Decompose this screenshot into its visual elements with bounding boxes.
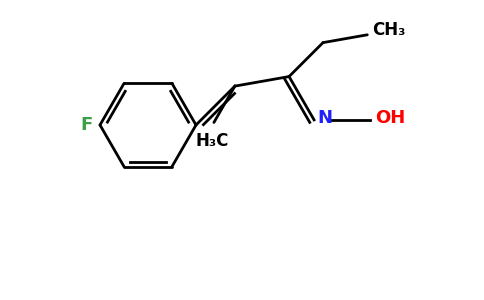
Text: N: N [317,109,332,127]
Text: H₃C: H₃C [195,133,228,151]
Text: F: F [80,116,92,134]
Text: CH₃: CH₃ [372,21,406,39]
Text: OH: OH [375,109,405,127]
